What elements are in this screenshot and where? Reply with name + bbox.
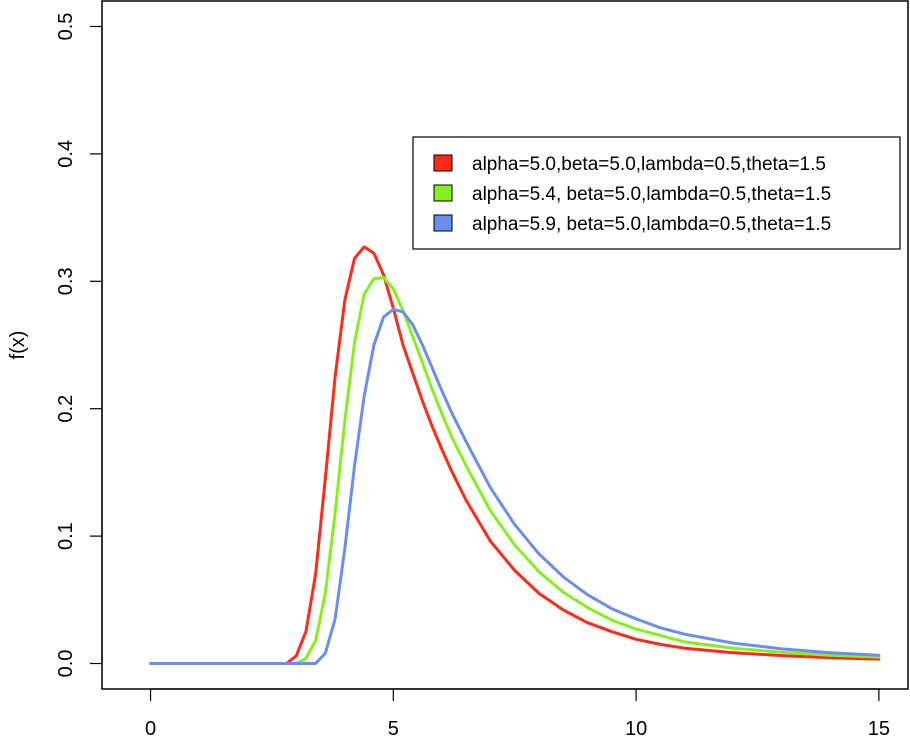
series-line-2	[149, 276, 881, 665]
legend-swatch	[433, 184, 453, 202]
legend-box	[412, 136, 901, 250]
series-line-1	[149, 245, 881, 665]
y-tick-label: 0.5	[55, 13, 77, 41]
y-tick-label: 0.1	[55, 522, 77, 550]
x-tick-label: 5	[388, 718, 399, 740]
y-tick-label: 0.0	[55, 650, 77, 678]
legend-label: alpha=5.9, beta=5.0,lambda=0.5,theta=1.5	[472, 214, 831, 235]
y-tick-label: 0.3	[55, 267, 77, 295]
legend-label: alpha=5.4, beta=5.0,lambda=0.5,theta=1.5	[472, 184, 831, 205]
y-tick-label: 0.2	[55, 395, 77, 423]
y-tick-label: 0.4	[55, 140, 77, 168]
plot-frame	[101, 0, 909, 690]
series-line-3	[149, 307, 881, 665]
series-layer	[149, 245, 881, 665]
y-axis-label: f(x)	[7, 331, 29, 360]
legend-label: alpha=5.0,beta=5.0,lambda=0.5,theta=1.5	[472, 154, 826, 175]
legend-swatch	[433, 214, 453, 232]
x-axis: 0 5 10 15	[145, 688, 890, 740]
x-tick-label: 10	[625, 718, 647, 740]
x-tick-label: 0	[145, 718, 156, 740]
y-axis: 0.0 0.1 0.2 0.3 0.4 0.5	[55, 13, 103, 678]
legend-swatch	[433, 154, 453, 172]
x-tick-label: 15	[868, 718, 890, 740]
legend: alpha=5.0,beta=5.0,lambda=0.5,theta=1.5 a…	[412, 136, 901, 250]
